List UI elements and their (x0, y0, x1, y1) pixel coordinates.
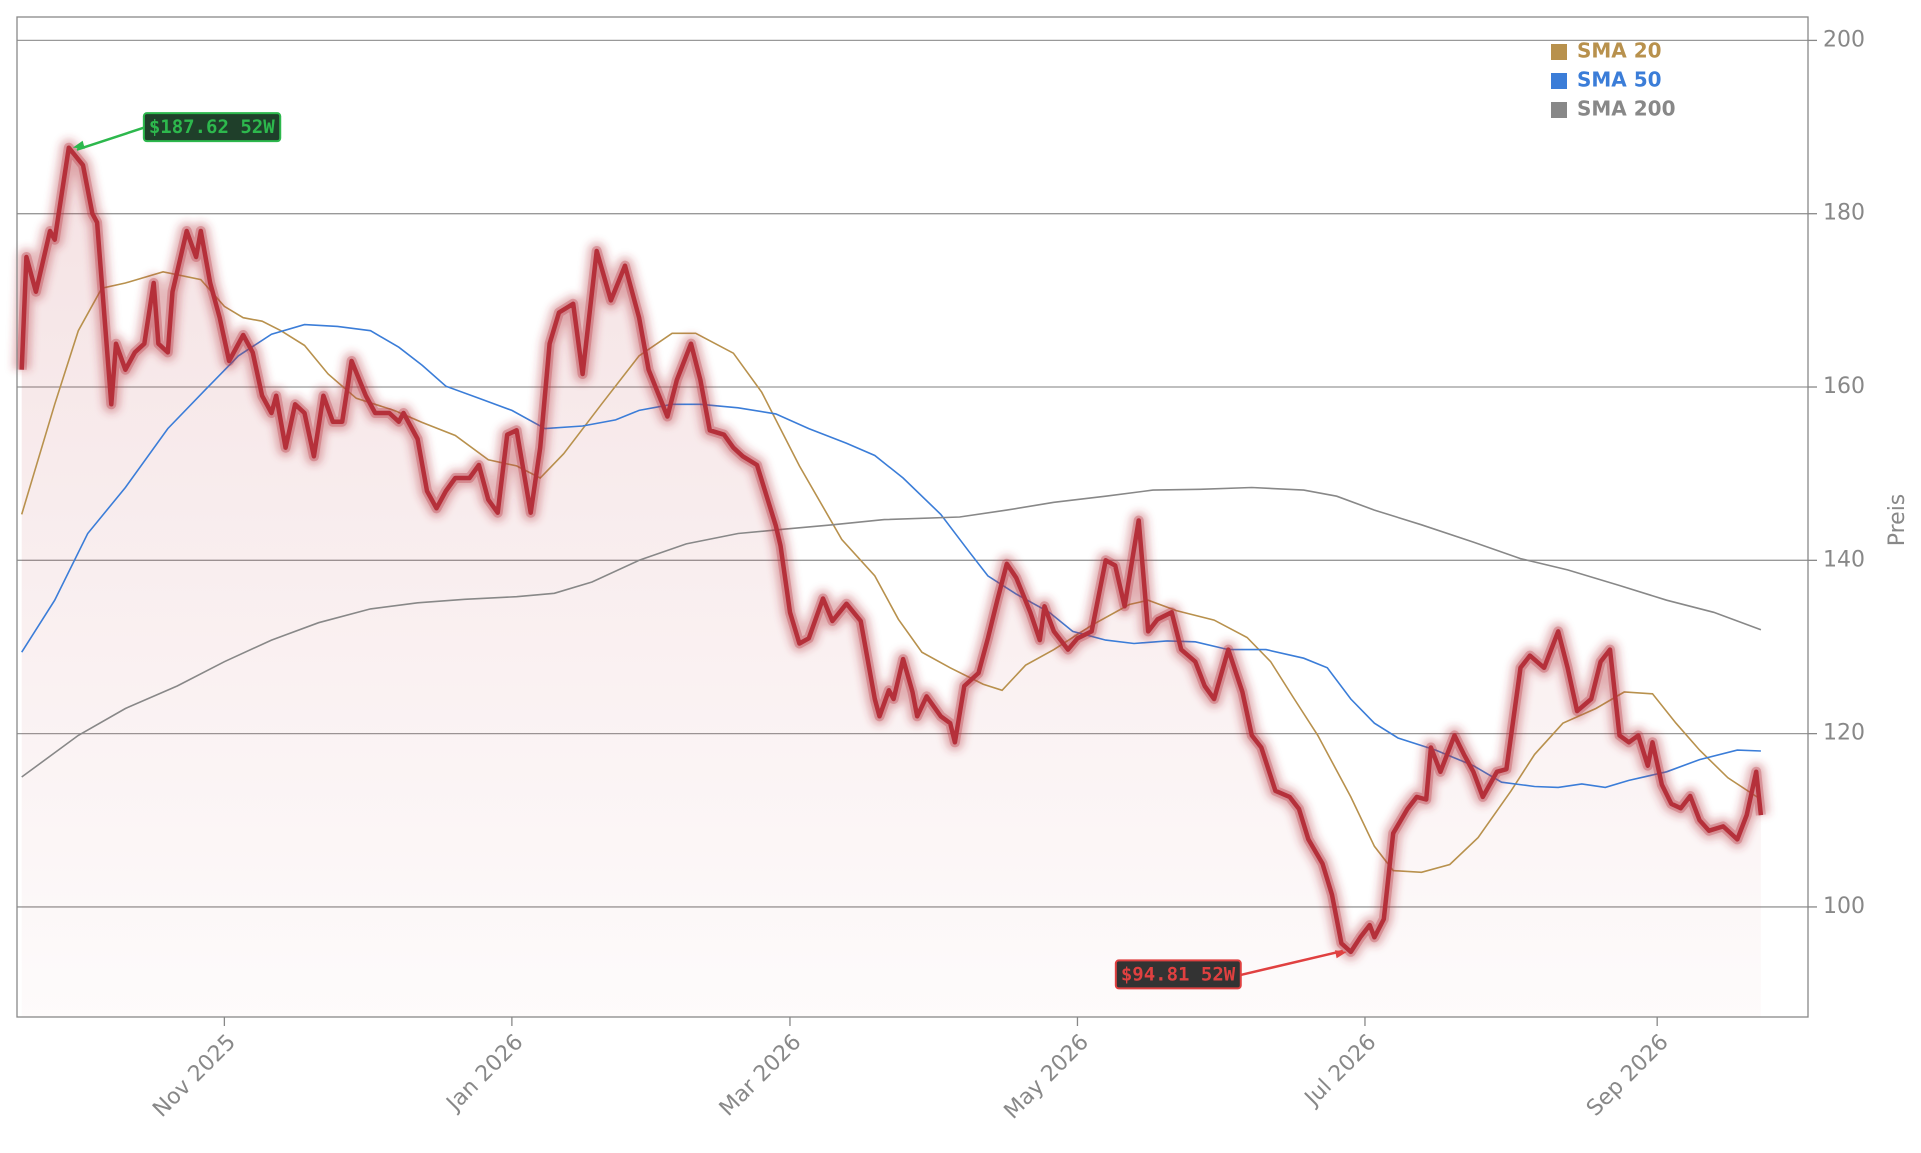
legend-swatch (1551, 73, 1567, 89)
legend-label: SMA 200 (1577, 97, 1676, 121)
annotation: $187.62 52W (72, 112, 282, 151)
y-tick-label: 160 (1823, 374, 1865, 399)
y-tick-label: 200 (1823, 27, 1865, 52)
price-area (21, 147, 1761, 1017)
annotation-arrow (76, 126, 145, 151)
annotation-arrow (1240, 949, 1344, 977)
legend-label: SMA 50 (1577, 68, 1662, 92)
x-tick-label: Mar 2026 (715, 1030, 807, 1122)
plot-frame (16, 16, 1809, 1018)
price-line (19, 145, 1764, 955)
legend-label: SMA 20 (1577, 39, 1662, 63)
annotation-label: $94.81 52W (1121, 963, 1236, 985)
sma-line (20, 270, 1762, 874)
legend-swatch (1551, 102, 1567, 118)
y-tick-label: 120 (1823, 721, 1865, 746)
y-tick-label: 180 (1823, 201, 1865, 226)
annotation: $94.81 52W (1114, 949, 1347, 990)
x-tick-label: Jul 2026 (1299, 1030, 1381, 1112)
y-axis-label: Preis (1885, 494, 1910, 547)
annotation-box (142, 112, 282, 143)
annotation-label: $187.62 52W (149, 116, 275, 138)
sma-line (21, 486, 1762, 778)
x-tick-label: Sep 2026 (1582, 1030, 1674, 1122)
x-tick-label: Nov 2025 (148, 1030, 241, 1123)
legend-swatch (1551, 44, 1567, 60)
annotation-arrowhead (72, 140, 85, 149)
y-tick-label: 140 (1823, 547, 1865, 572)
y-tick-label: 100 (1823, 894, 1865, 919)
x-tick-label: May 2026 (1000, 1030, 1094, 1124)
x-tick-label: Jan 2026 (441, 1030, 529, 1118)
annotation-arrowhead (1334, 950, 1347, 959)
